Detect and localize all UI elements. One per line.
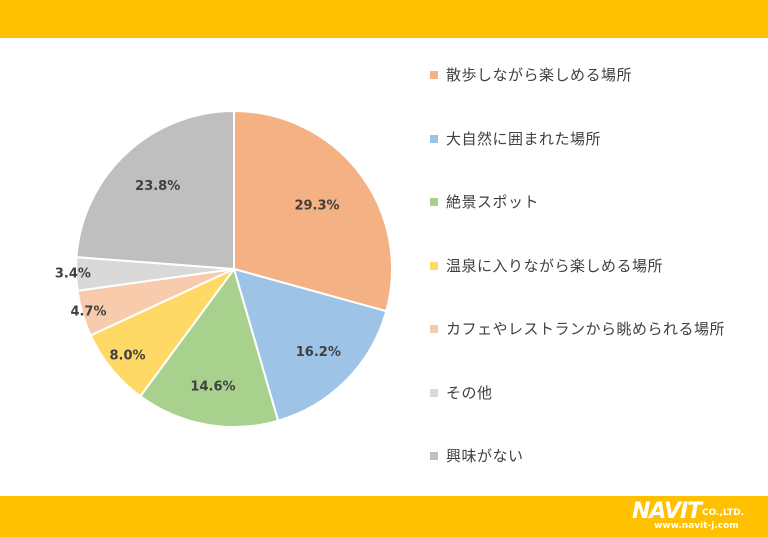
data-label: 4.7%: [70, 304, 106, 319]
legend-item: カフェやレストランから眺められる場所: [430, 318, 766, 382]
legend-label: 大自然に囲まれた場所: [446, 129, 602, 148]
bottom-banner: [0, 496, 768, 537]
chart-legend: 散歩しながら楽しめる場所 大自然に囲まれた場所 絶景スポット 温泉に入りながら楽…: [430, 64, 766, 509]
legend-item: 散歩しながら楽しめる場所: [430, 64, 766, 128]
legend-item: 温泉に入りながら楽しめる場所: [430, 255, 766, 319]
pie-slice: [75, 109, 235, 271]
company-logo: NAVIT CO.,LTD. www.navit-j.com: [632, 499, 758, 535]
legend-swatch: [430, 134, 438, 143]
pie-slice: [138, 266, 280, 428]
legend-label: カフェやレストランから眺められる場所: [446, 320, 726, 338]
legend-label: その他: [446, 383, 493, 402]
legend-label: 温泉に入りながら楽しめる場所: [446, 256, 664, 275]
legend-item: その他: [430, 382, 766, 446]
legend-swatch: [430, 261, 438, 270]
data-label: 23.8%: [135, 179, 180, 194]
legend-label: 散歩しながら楽しめる場所: [446, 66, 633, 84]
data-label: 3.4%: [55, 267, 91, 282]
legend-label: 興味がない: [446, 447, 524, 465]
legend-item: 興味がない: [430, 445, 766, 509]
legend-swatch: [430, 388, 438, 397]
data-label: 16.2%: [296, 345, 341, 360]
pie-chart: 29.3% 16.2% 14.6% 8.0% 4.7% 3.4% 23.8%: [55, 109, 393, 428]
logo-text: NAVIT: [632, 499, 702, 524]
top-banner: [0, 0, 768, 38]
legend-swatch: [430, 452, 438, 460]
data-label: 8.0%: [110, 348, 146, 363]
data-label: 29.3%: [294, 198, 339, 213]
logo-url: www.navit-j.com: [654, 521, 739, 531]
legend-swatch: [430, 325, 438, 333]
pie-slice: [232, 267, 388, 422]
logo-suffix: CO.,LTD.: [702, 508, 745, 518]
legend-swatch: [430, 198, 438, 206]
pie-slice: [233, 109, 393, 313]
legend-item: 絶景スポット: [430, 191, 766, 255]
data-label: 14.6%: [190, 380, 235, 395]
legend-item: 大自然に囲まれた場所: [430, 128, 766, 192]
legend-swatch: [430, 71, 438, 79]
legend-label: 絶景スポット: [446, 193, 540, 211]
